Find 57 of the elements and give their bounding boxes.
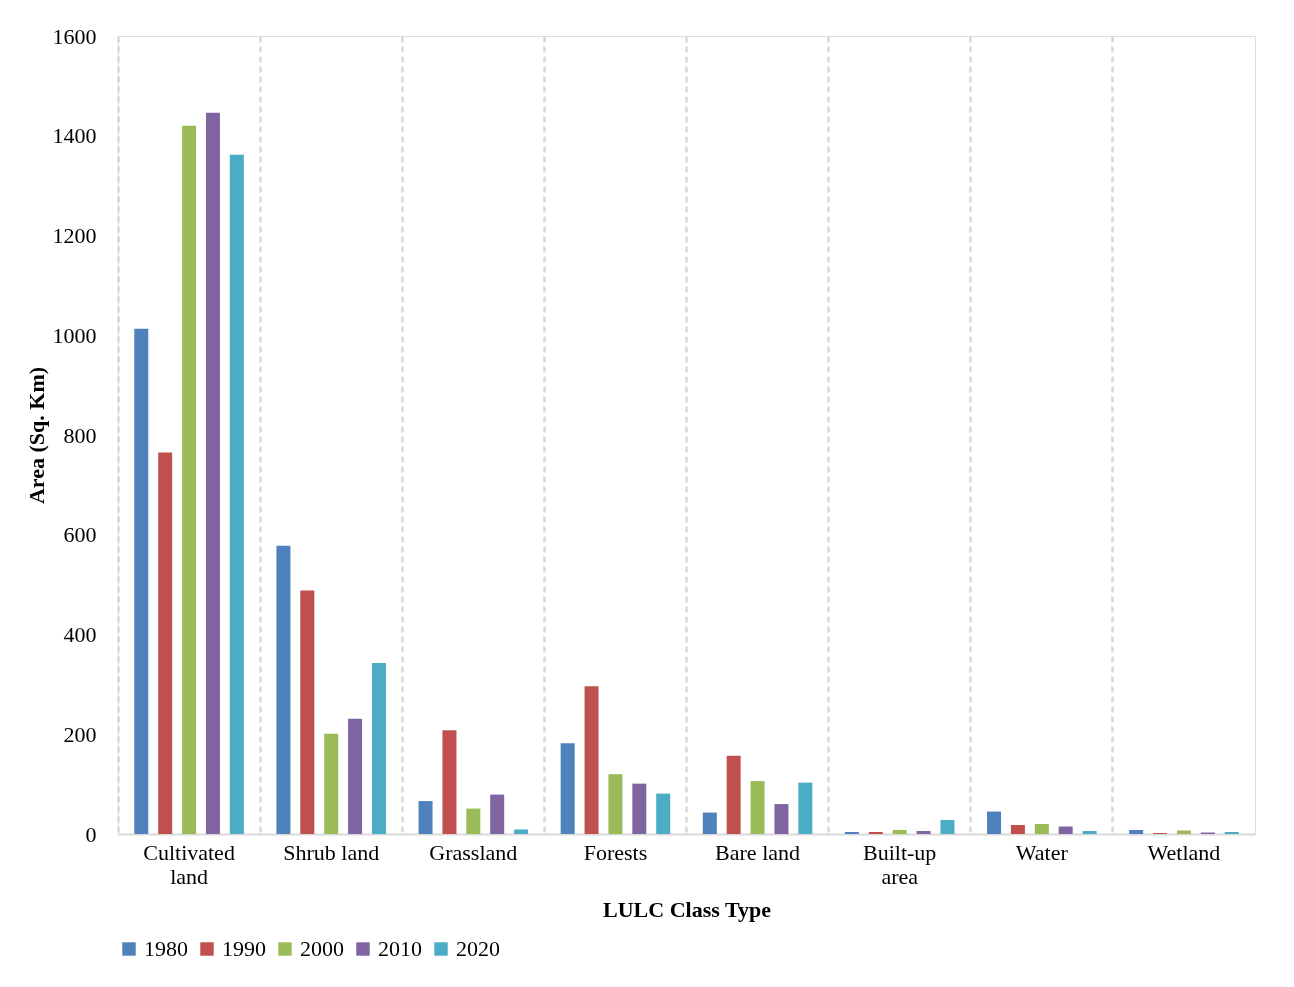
y-tick-label: 0 bbox=[85, 821, 97, 847]
bar bbox=[1010, 825, 1025, 834]
bar bbox=[205, 112, 220, 834]
bar bbox=[584, 686, 599, 834]
bar bbox=[300, 590, 315, 834]
y-tick-label: 1600 bbox=[52, 23, 97, 49]
bar bbox=[348, 718, 363, 834]
y-tick-label: 1400 bbox=[52, 123, 97, 149]
bar bbox=[940, 820, 955, 834]
bar bbox=[750, 781, 765, 834]
bar bbox=[182, 125, 197, 834]
x-tick-label: Built-up area bbox=[863, 839, 937, 889]
bar bbox=[774, 804, 789, 834]
legend-label: 2010 bbox=[378, 936, 422, 961]
x-tick-label: Grassland bbox=[429, 839, 518, 865]
legend-label: 2000 bbox=[300, 936, 344, 961]
bar bbox=[916, 831, 931, 834]
bar bbox=[371, 662, 386, 834]
bar bbox=[632, 783, 647, 834]
y-tick-label: 600 bbox=[63, 522, 97, 548]
bar bbox=[418, 801, 433, 834]
bar bbox=[1058, 826, 1073, 834]
x-tick-label: Forests bbox=[583, 839, 648, 865]
bar bbox=[276, 545, 291, 834]
bar bbox=[608, 774, 623, 834]
bar bbox=[442, 730, 457, 834]
bar bbox=[892, 830, 907, 834]
x-tick-label: Wetland bbox=[1147, 839, 1221, 865]
x-tick-label: Water bbox=[1015, 839, 1069, 865]
bar bbox=[656, 793, 671, 834]
bar bbox=[726, 755, 741, 834]
x-tick-label: Shrub land bbox=[283, 839, 380, 865]
y-tick-label: 1000 bbox=[52, 322, 97, 348]
y-axis-title: Area (Sq. Km) bbox=[23, 366, 49, 505]
bar bbox=[798, 782, 813, 834]
bar bbox=[702, 812, 717, 834]
bar bbox=[229, 154, 244, 834]
y-tick-label: 200 bbox=[63, 721, 97, 747]
bar bbox=[466, 808, 481, 834]
y-tick-label: 1200 bbox=[52, 223, 97, 248]
y-tick-label: 400 bbox=[63, 622, 97, 647]
x-axis-title: LULC Class Type bbox=[603, 896, 772, 922]
bar bbox=[324, 733, 339, 834]
legend-label: 1980 bbox=[144, 936, 188, 961]
bar bbox=[1034, 824, 1049, 834]
legend-label: 2020 bbox=[456, 936, 500, 961]
bar bbox=[490, 794, 505, 834]
bar bbox=[1082, 831, 1097, 834]
bar bbox=[158, 452, 173, 834]
x-tick-label: Bare land bbox=[715, 839, 801, 865]
bar bbox=[560, 743, 575, 834]
bar bbox=[134, 328, 149, 834]
y-tick-label: 800 bbox=[63, 422, 97, 448]
bar bbox=[987, 811, 1002, 834]
x-tick-label: Cultivated land bbox=[143, 839, 235, 889]
bar bbox=[1129, 830, 1144, 834]
legend-label: 1990 bbox=[222, 936, 266, 961]
